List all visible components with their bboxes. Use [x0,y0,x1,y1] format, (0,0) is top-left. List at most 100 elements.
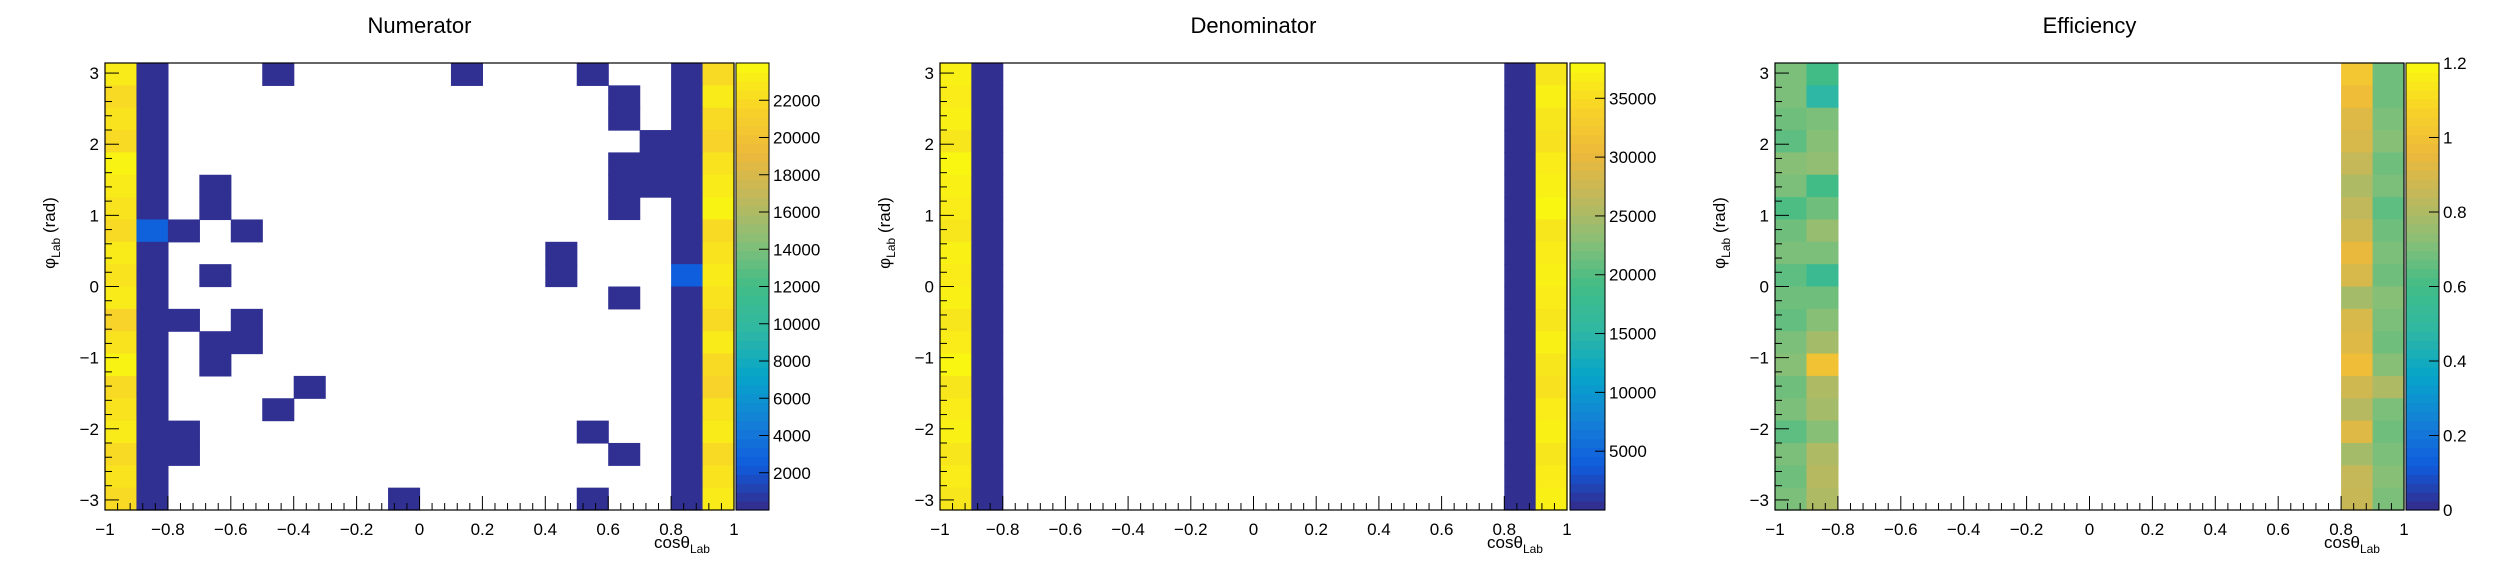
heatmap-cell [702,85,735,109]
heatmap-cell [1775,85,1808,109]
heatmap-cell [262,398,295,422]
y-tick-label: −1 [915,349,934,368]
heatmap-cell [1775,219,1808,243]
heatmap-cell [1806,85,1839,109]
colorbar-segment [1570,197,1605,207]
x-tick-label: 1 [1562,520,1571,539]
heatmap-cell [971,375,1004,399]
heatmap-cell [199,353,232,377]
colorbar-segment [1570,447,1605,457]
colorbar-segment [736,214,769,225]
heatmap-cell [105,398,138,422]
heatmap-cell [136,264,169,288]
colorbar-segment [2406,71,2439,82]
heatmap-cell [702,174,735,198]
heatmap-cell [1504,442,1537,466]
colorbar-segment [2406,322,2439,332]
colorbar-segment [1570,71,1605,82]
colorbar-tick-label: 22000 [773,91,820,110]
heatmap-cell [1535,174,1568,198]
heatmap-cell [702,152,735,176]
heatmap-cell [105,286,138,310]
heatmap-cell [671,286,704,310]
heatmap-cell [1806,442,1839,466]
heatmap-cell [2372,286,2405,310]
y-axis: −3 −2 −1 0 1 2 3 [1750,64,1789,510]
heatmap-cell [940,420,972,444]
heatmap-cell [1775,398,1808,422]
colorbar-tick-label: 35000 [1609,89,1656,108]
heatmap-cell [1504,130,1537,153]
colorbar-segment [2406,304,2439,314]
colorbar-segment [1570,80,1605,91]
colorbar-segment [1570,152,1605,162]
heatmap-cell [671,331,704,355]
heatmap-cell [1504,174,1537,198]
heatmap-cell [2341,197,2374,221]
heatmap-cell [105,63,138,86]
heatmap-cell [1806,152,1839,176]
colorbar-tick-label: 20000 [1609,266,1656,285]
colorbar-tick-label: 5000 [1609,442,1647,461]
heatmap-cell [105,420,138,444]
colorbar-segment [736,241,769,252]
x-axis-title: cosθLab [1487,533,1543,556]
x-tick-label: −0.6 [214,520,248,539]
heatmap-cell [136,219,169,243]
heatmap-cell [136,197,169,221]
heatmap-cell [671,442,704,466]
heatmap-cell [1504,85,1537,109]
heatmap-cell [230,308,263,332]
y-axis-title: φLab (rad) [1710,197,1733,269]
heatmap-cell [1775,197,1808,221]
colorbar-segment [736,179,769,189]
heatmap-cell [167,308,200,332]
heatmap-cell [1806,353,1839,377]
colorbar-tick-label: 25000 [1609,207,1656,226]
heatmap-cell [1504,375,1537,399]
heatmap-cell [608,286,641,310]
colorbar-tick-label: 0.6 [2443,278,2467,297]
colorbar-tick-label: 0.2 [2443,427,2467,446]
heatmap-cell [1775,442,1808,466]
heatmap-cell [971,487,1004,511]
colorbar-segment [1570,214,1605,225]
heatmap-cell [940,286,972,310]
heatmap-cell [2341,219,2374,243]
heatmap-cell [971,107,1004,131]
heatmap-cell [199,331,232,355]
colorbar-segment [736,80,769,91]
colorbar-segment [2406,393,2439,404]
colorbar-segment [2406,483,2439,493]
colorbar-segment [736,384,769,395]
colorbar-segment [2406,429,2439,440]
colorbar-segment [736,161,769,171]
colorbar-segment [1570,143,1605,153]
y-tick-label: 0 [1760,278,1769,297]
heatmap-cell [1775,353,1808,377]
heatmap-cell [608,85,641,109]
heatmap-cell [2372,197,2405,221]
colorbar-segment [2406,474,2439,484]
heatmap-cell [1775,487,1808,511]
colorbar-segment [1570,331,1605,341]
colorbar-segment [1570,241,1605,252]
x-tick-label: 0.4 [1367,520,1391,539]
heatmap-cell [2341,331,2374,355]
colorbar-segment [2406,366,2439,377]
colorbar-segment [1570,429,1605,440]
panel-efficiency: −1 −0.8 −0.6 −0.4 −0.2 0 0.2 0.4 0.6 0.8 1cosθLab−… [1710,13,2467,556]
heatmap-cell [167,442,200,466]
heatmap-cell [105,174,138,198]
heatmap-cell [1504,264,1537,288]
heatmap-cell [1775,264,1808,288]
colorbar-segment [736,429,769,440]
colorbar-segment [1570,179,1605,189]
colorbar-segment [736,152,769,162]
heatmap-cell [105,197,138,221]
colorbar-segment [736,411,769,422]
heatmap-cell [971,63,1004,86]
colorbar-segment [1570,456,1605,466]
x-tick-label: 0 [2085,520,2094,539]
colorbar-segment [1570,411,1605,422]
